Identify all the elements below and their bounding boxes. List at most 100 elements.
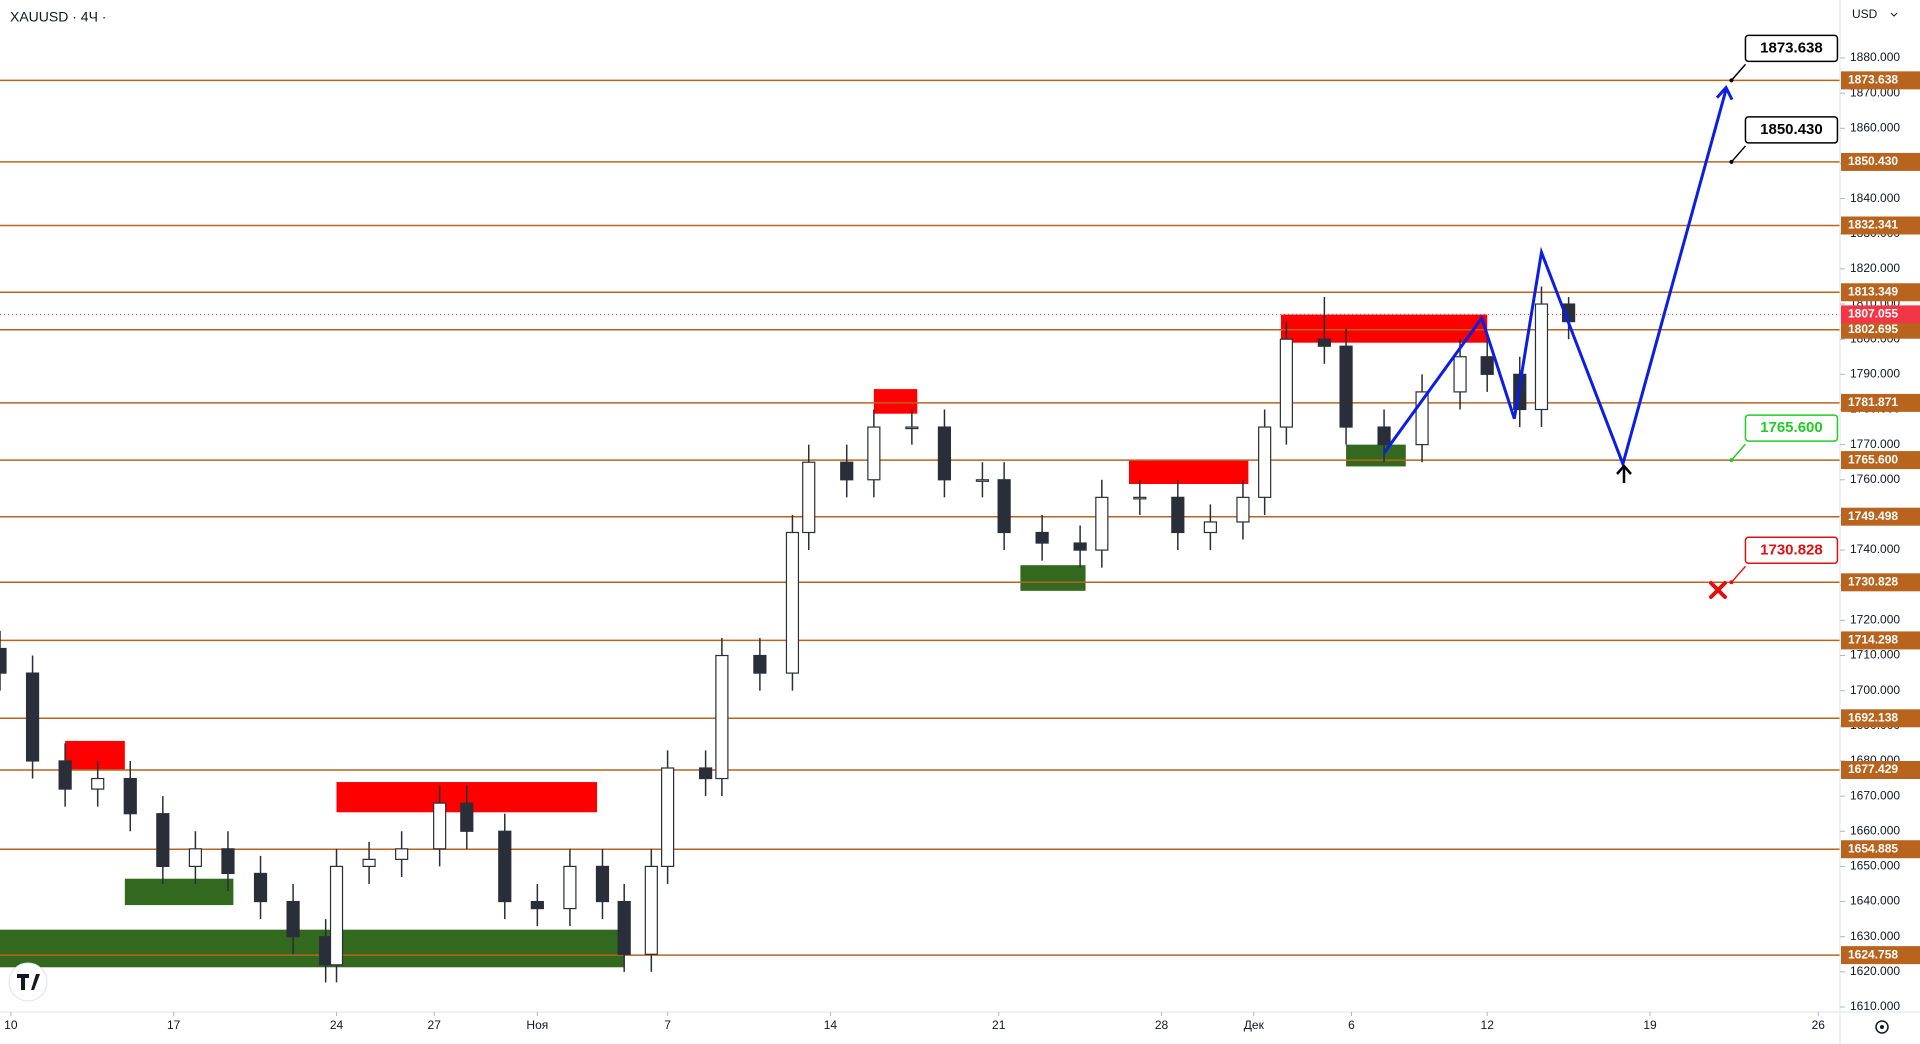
x-tick-label: 28 — [1155, 1018, 1169, 1032]
candle-body — [785, 531, 800, 674]
callout-box — [1744, 116, 1839, 144]
level-axis-label: 1677.429 — [1848, 762, 1898, 776]
candle-body — [617, 900, 631, 955]
zone — [1128, 460, 1249, 484]
callout-box — [1744, 536, 1839, 565]
candle-body — [1339, 345, 1353, 428]
currency-label[interactable]: USD — [1852, 7, 1878, 21]
projection-arrowhead — [1715, 84, 1734, 101]
x-tick-label: 10 — [4, 1018, 18, 1032]
candle-body — [840, 461, 854, 481]
symbol-title: XAUUSD · 4Ч · — [10, 9, 106, 25]
callout-anchor — [1729, 580, 1734, 585]
projection-path — [1382, 89, 1728, 469]
candle-body — [286, 900, 300, 938]
level-axis-tag — [1841, 840, 1920, 859]
candle-body — [753, 654, 767, 674]
zone — [124, 878, 234, 906]
candle-body — [433, 802, 447, 850]
candle-body — [975, 479, 990, 482]
candle-body — [1480, 356, 1494, 375]
level-axis-tag — [1841, 760, 1920, 779]
x-tick-label: 26 — [1812, 1018, 1826, 1032]
tradingview-logo[interactable] — [8, 962, 48, 1002]
candle-body — [1073, 542, 1087, 551]
candle-body — [58, 760, 72, 790]
level-axis-tag — [1841, 216, 1920, 235]
candle-body — [395, 848, 409, 860]
candle-body — [0, 647, 7, 674]
level-axis-tag — [1841, 320, 1920, 339]
x-tick-label: 14 — [824, 1018, 838, 1032]
y-tick-label: 1760.000 — [1850, 472, 1900, 486]
candle-body — [1258, 426, 1272, 498]
settings-icon[interactable] — [1875, 1020, 1889, 1034]
currency-caret[interactable] — [1890, 12, 1898, 17]
y-tick-label: 1710.000 — [1850, 648, 1900, 662]
target-arrow — [1616, 464, 1632, 483]
candle-body — [123, 777, 137, 815]
candle-body — [156, 813, 170, 868]
zone — [1346, 444, 1406, 467]
candle-body — [25, 672, 40, 762]
level-axis-tag — [1841, 631, 1920, 650]
callout-box — [1744, 34, 1839, 63]
level-axis-label: 1749.498 — [1848, 509, 1898, 523]
x-tick-label: Дек — [1244, 1018, 1265, 1032]
candle-body — [188, 848, 202, 868]
candle-body — [563, 865, 577, 910]
candle-body — [221, 848, 235, 875]
callout-anchor — [1729, 458, 1734, 463]
level-axis-tag — [1841, 946, 1920, 965]
callout-label: 1765.600 — [1760, 419, 1823, 436]
candle-body — [1534, 303, 1549, 411]
level-axis-tag — [1841, 573, 1920, 592]
level-axis-label: 1765.600 — [1848, 452, 1898, 466]
candle-body — [460, 802, 474, 832]
callout-label: 1730.828 — [1760, 541, 1823, 558]
zone — [65, 740, 125, 770]
candle-body — [661, 767, 675, 868]
y-tick-label: 1880.000 — [1850, 50, 1900, 64]
candle-body — [1095, 496, 1109, 551]
callout-leader — [1730, 443, 1747, 461]
level-axis-tag — [1841, 71, 1920, 90]
candle-body — [1317, 338, 1331, 347]
candle-body — [362, 858, 376, 868]
level-axis-tag — [1841, 451, 1920, 470]
y-tick-label: 1790.000 — [1850, 367, 1900, 381]
y-tick-label: 1840.000 — [1850, 191, 1900, 205]
candle-body — [595, 865, 610, 903]
candle-body — [253, 872, 268, 903]
level-axis-label: 1624.758 — [1848, 947, 1898, 961]
callout-leader — [1730, 145, 1747, 163]
candle-body — [329, 865, 344, 966]
level-axis-label: 1802.695 — [1848, 322, 1898, 336]
level-axis-label: 1832.341 — [1848, 218, 1898, 232]
red-cross — [1709, 581, 1727, 599]
callout-label: 1850.430 — [1760, 121, 1823, 138]
y-tick-label: 1620.000 — [1850, 964, 1900, 978]
candle-body — [867, 426, 881, 481]
candle-body — [1377, 426, 1391, 446]
level-axis-tag — [1841, 283, 1920, 302]
x-tick-label: 19 — [1643, 1018, 1657, 1032]
level-axis-label: 1813.349 — [1848, 284, 1898, 298]
candle-body — [715, 654, 729, 780]
y-tick-label: 1860.000 — [1850, 120, 1900, 134]
candle-body — [905, 426, 919, 430]
y-tick-label: 1630.000 — [1850, 929, 1900, 943]
callout-leader — [1730, 565, 1747, 583]
candle-body — [1171, 496, 1185, 534]
x-tick-label: 6 — [1348, 1018, 1355, 1032]
candle-body — [319, 936, 333, 966]
callout-label: 1873.638 — [1760, 39, 1823, 56]
zone — [1020, 565, 1086, 591]
y-tick-label: 1720.000 — [1850, 613, 1900, 627]
x-tick-label: 27 — [428, 1018, 442, 1032]
candle-body — [1279, 338, 1293, 428]
x-tick-label: 7 — [664, 1018, 671, 1032]
candle-body — [91, 777, 105, 790]
